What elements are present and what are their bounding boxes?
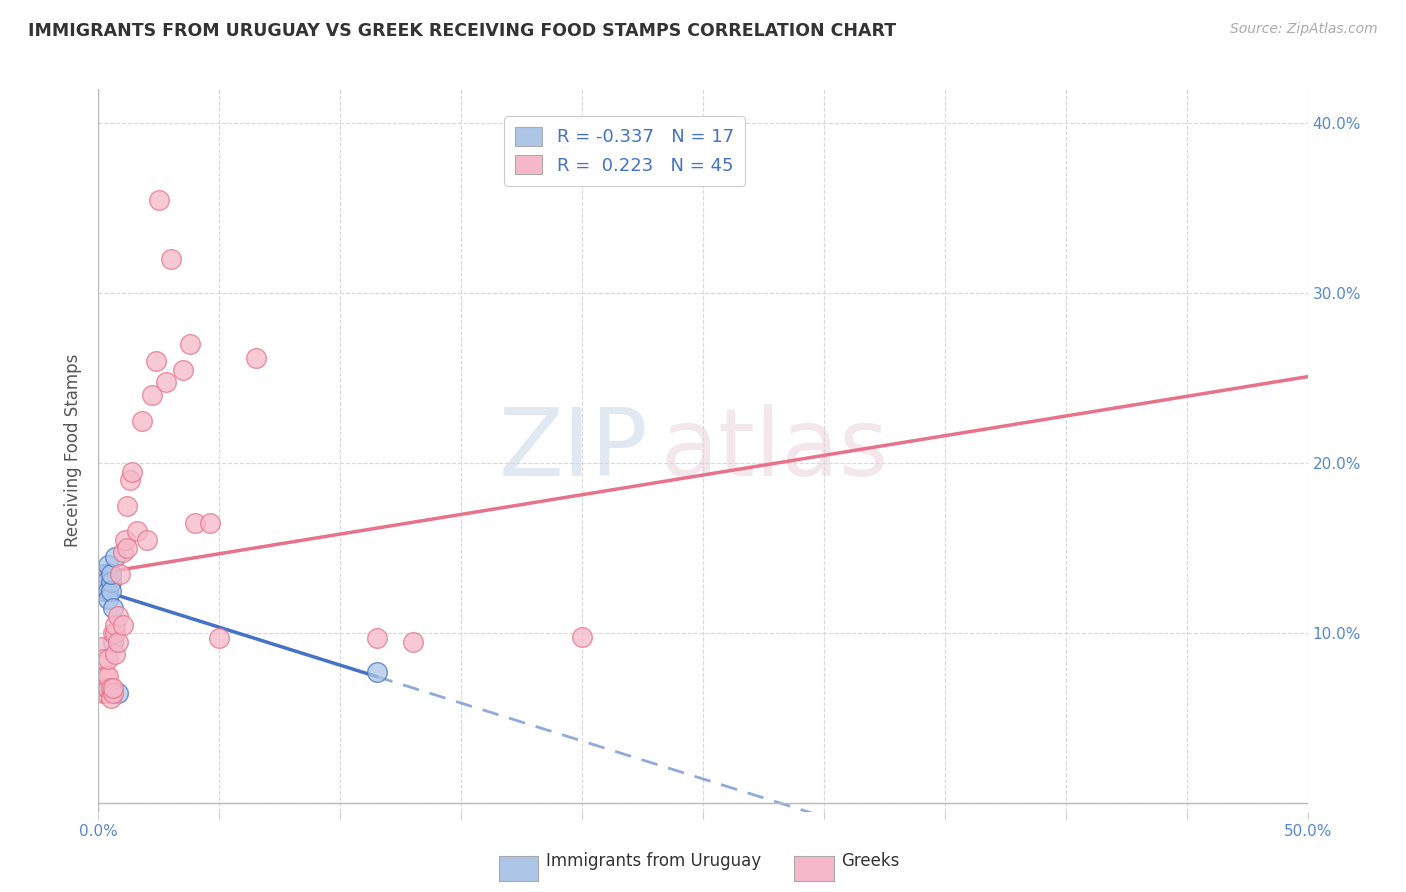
- Point: [97, 669, 120, 683]
- Point: [104, 549, 127, 564]
- Point: [108, 566, 131, 581]
- Point: [121, 465, 143, 479]
- Point: [160, 252, 183, 267]
- Point: [100, 681, 122, 695]
- Point: [91, 651, 114, 665]
- Point: [101, 681, 124, 695]
- Point: [111, 544, 134, 558]
- Point: [97, 651, 120, 665]
- Point: [100, 583, 122, 598]
- Point: [100, 690, 122, 705]
- Text: Source: ZipAtlas.com: Source: ZipAtlas.com: [1230, 22, 1378, 37]
- Point: [94, 566, 117, 581]
- Point: [107, 686, 129, 700]
- Point: [101, 634, 124, 648]
- Point: [91, 686, 114, 700]
- Point: [94, 669, 117, 683]
- Point: [366, 632, 388, 646]
- Point: [148, 193, 170, 207]
- Point: [179, 337, 201, 351]
- Point: [117, 541, 139, 556]
- Point: [107, 609, 129, 624]
- Point: [100, 566, 122, 581]
- Point: [127, 524, 149, 539]
- Point: [107, 634, 129, 648]
- Point: [145, 354, 167, 368]
- Point: [104, 626, 127, 640]
- Point: [117, 499, 139, 513]
- Point: [208, 632, 231, 646]
- Point: [97, 583, 120, 598]
- Point: [135, 533, 157, 547]
- Point: [91, 583, 114, 598]
- Text: Immigrants from Uruguay: Immigrants from Uruguay: [546, 852, 761, 870]
- Point: [94, 686, 117, 700]
- Text: Greeks: Greeks: [841, 852, 900, 870]
- Point: [571, 630, 593, 644]
- Point: [94, 575, 117, 590]
- Point: [104, 647, 127, 661]
- Point: [111, 617, 134, 632]
- Point: [101, 686, 124, 700]
- Point: [94, 575, 117, 590]
- Y-axis label: Receiving Food Stamps: Receiving Food Stamps: [65, 354, 83, 547]
- Point: [184, 516, 207, 530]
- Point: [97, 592, 120, 607]
- Point: [104, 617, 127, 632]
- Point: [198, 516, 221, 530]
- Point: [131, 414, 153, 428]
- Point: [245, 351, 267, 365]
- Point: [97, 558, 120, 573]
- Point: [94, 681, 117, 695]
- Point: [366, 665, 388, 680]
- Point: [100, 575, 122, 590]
- Legend: R = -0.337   N = 17, R =  0.223   N = 45: R = -0.337 N = 17, R = 0.223 N = 45: [505, 116, 745, 186]
- Point: [90, 640, 112, 654]
- Point: [114, 533, 136, 547]
- Text: ZIP: ZIP: [499, 404, 648, 497]
- Point: [91, 575, 114, 590]
- Point: [101, 626, 124, 640]
- Point: [97, 681, 120, 695]
- Point: [172, 362, 194, 376]
- Point: [90, 669, 112, 683]
- Point: [402, 634, 425, 648]
- Text: IMMIGRANTS FROM URUGUAY VS GREEK RECEIVING FOOD STAMPS CORRELATION CHART: IMMIGRANTS FROM URUGUAY VS GREEK RECEIVI…: [28, 22, 896, 40]
- Point: [141, 388, 163, 402]
- Point: [90, 566, 112, 581]
- Text: atlas: atlas: [661, 404, 889, 497]
- Point: [118, 473, 141, 487]
- Point: [155, 375, 177, 389]
- Point: [101, 600, 124, 615]
